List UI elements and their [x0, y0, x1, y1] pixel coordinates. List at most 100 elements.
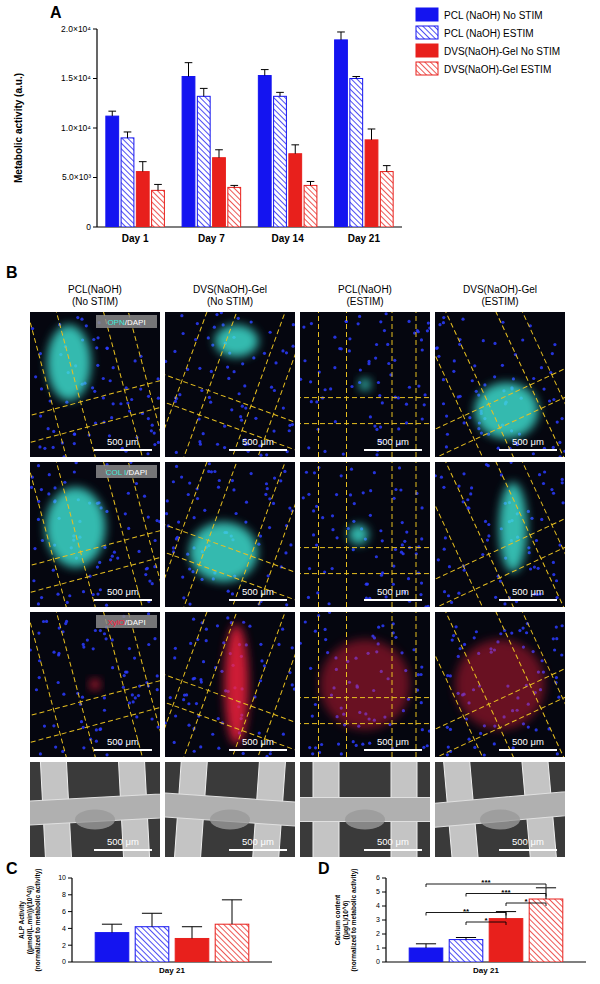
nucleus [558, 441, 561, 444]
stain-label: OPN/DAPI [107, 318, 145, 327]
nucleus [119, 402, 122, 405]
error-bar [124, 132, 132, 138]
image-cell [165, 312, 295, 457]
error-cap [307, 181, 315, 182]
nucleus [446, 433, 449, 436]
y-label-line: ALP Activity [18, 901, 26, 939]
nucleus [244, 406, 247, 409]
y-axis [96, 29, 97, 227]
error-stem [158, 184, 159, 190]
error-bar [139, 162, 147, 172]
nucleus [311, 714, 314, 717]
nucleus [109, 379, 112, 382]
nucleus [442, 316, 445, 319]
panel-letter: B [6, 264, 18, 281]
scale-bar [94, 749, 152, 751]
nucleus [86, 638, 89, 641]
error-stem [127, 132, 128, 138]
nucleus [377, 626, 380, 629]
nucleus [323, 450, 326, 453]
nucleus [37, 602, 40, 605]
scale-bar-label: 500 μm [107, 736, 139, 747]
nucleus [82, 645, 85, 648]
column-header-line: PCL(NaOH) [68, 284, 122, 295]
nucleus [165, 360, 167, 363]
error-stem [192, 927, 193, 939]
nucleus [283, 470, 286, 473]
sem-fiber [435, 788, 565, 830]
nucleus [375, 343, 378, 346]
nucleus [47, 427, 50, 430]
error-bar [337, 32, 345, 40]
nucleus [129, 462, 132, 464]
y-label-line: ((μmol/(L.min))/(10^4)) [26, 886, 34, 954]
nucleus [172, 480, 175, 483]
nucleus [379, 529, 382, 532]
figure: A05.0×10³1.0×10⁴1.5×10⁴2.0×10⁴Metabolic … [0, 0, 600, 984]
nucleus [52, 651, 55, 654]
nucleus [112, 366, 115, 369]
fiber-outline [30, 365, 160, 430]
nucleus [220, 312, 223, 314]
nucleus [399, 488, 402, 491]
column-header: DVS(NaOH)-Gel(ESTIM) [463, 284, 537, 307]
nucleus [95, 346, 98, 349]
nucleus [512, 377, 515, 380]
fiber-outline [435, 667, 565, 757]
nucleus [371, 635, 374, 638]
image-cell [435, 462, 565, 607]
nucleus [355, 744, 358, 747]
image-background [435, 312, 565, 457]
nucleus [420, 537, 423, 540]
nucleus [57, 681, 60, 684]
nucleus [457, 485, 460, 488]
nucleus [435, 347, 438, 350]
nucleus [188, 567, 191, 570]
nucleus [75, 462, 78, 464]
nucleus [231, 592, 234, 595]
nucleus [147, 612, 150, 615]
nucleus [176, 536, 179, 539]
nucleus [542, 387, 545, 390]
image-cell [165, 462, 295, 607]
nucleus [449, 728, 452, 731]
fiber-outline [435, 612, 514, 757]
fiber-outline [43, 462, 112, 607]
fiber-outline [165, 462, 232, 607]
nucleus [373, 471, 376, 474]
nucleus [42, 620, 45, 623]
image-cell [435, 312, 565, 457]
nucleus [454, 625, 457, 628]
fiber-outline [43, 312, 112, 457]
nucleus [268, 526, 271, 529]
nucleus [213, 470, 216, 473]
error-stem [232, 900, 233, 924]
nucleus [193, 750, 196, 753]
nucleus [111, 666, 114, 669]
nucleus [555, 625, 558, 628]
chart-A: A05.0×10³1.0×10⁴1.5×10⁴2.0×10⁴Metabolic … [13, 4, 560, 244]
nucleus [202, 660, 205, 663]
nucleus [205, 628, 208, 631]
fiber-outline [416, 462, 417, 607]
scale-bar [364, 599, 422, 601]
nucleus [324, 388, 327, 391]
bar [258, 76, 271, 227]
scale-bar [499, 599, 557, 601]
fibers [435, 612, 565, 757]
error-bar [416, 944, 436, 948]
nucleus [426, 744, 429, 747]
nucleus [243, 384, 246, 387]
nucleus [468, 416, 471, 419]
nucleus [521, 627, 524, 630]
nucleus [532, 377, 535, 380]
nucleus [279, 479, 282, 482]
column-header: PCL(NaOH)(ESTIM) [338, 284, 392, 307]
fiber-outline [30, 390, 160, 455]
nucleus [438, 323, 441, 326]
nucleus [281, 628, 284, 631]
nucleus [147, 417, 150, 420]
bar [380, 172, 393, 227]
nucleus [420, 666, 423, 669]
nucleus [199, 443, 202, 446]
